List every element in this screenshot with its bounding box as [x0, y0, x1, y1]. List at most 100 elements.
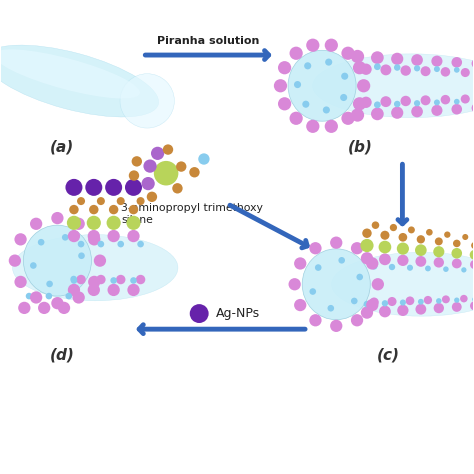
- Text: (d): (d): [50, 347, 74, 363]
- Circle shape: [109, 205, 118, 214]
- Circle shape: [360, 64, 372, 75]
- Circle shape: [366, 299, 378, 311]
- Circle shape: [127, 216, 141, 230]
- Circle shape: [330, 319, 342, 332]
- Circle shape: [290, 112, 303, 125]
- Circle shape: [77, 197, 85, 205]
- Circle shape: [88, 276, 100, 288]
- Circle shape: [87, 216, 101, 230]
- Circle shape: [341, 73, 348, 80]
- Circle shape: [97, 197, 105, 205]
- Circle shape: [411, 106, 423, 118]
- Circle shape: [401, 65, 411, 76]
- Circle shape: [394, 101, 401, 107]
- Text: Piranha solution: Piranha solution: [157, 36, 260, 46]
- Circle shape: [117, 197, 125, 205]
- Circle shape: [435, 237, 443, 246]
- Circle shape: [306, 120, 319, 133]
- Circle shape: [325, 59, 332, 65]
- Circle shape: [357, 79, 370, 92]
- Circle shape: [397, 255, 409, 266]
- Circle shape: [399, 233, 407, 242]
- Circle shape: [433, 246, 444, 257]
- Ellipse shape: [0, 49, 140, 99]
- Circle shape: [341, 112, 355, 125]
- Circle shape: [426, 229, 433, 236]
- Circle shape: [51, 212, 64, 224]
- Circle shape: [470, 301, 474, 310]
- Circle shape: [62, 234, 69, 241]
- Circle shape: [470, 260, 474, 269]
- Circle shape: [461, 68, 470, 77]
- Circle shape: [452, 258, 462, 268]
- Circle shape: [76, 275, 86, 284]
- Text: (b): (b): [347, 140, 372, 155]
- Circle shape: [51, 297, 64, 310]
- Circle shape: [420, 66, 430, 76]
- Text: Ag-NPs: Ag-NPs: [216, 307, 260, 320]
- Circle shape: [163, 145, 173, 155]
- Circle shape: [351, 50, 364, 63]
- Circle shape: [379, 306, 391, 318]
- Circle shape: [110, 277, 117, 284]
- Circle shape: [351, 109, 364, 122]
- Circle shape: [142, 177, 155, 190]
- Circle shape: [330, 237, 342, 249]
- Circle shape: [415, 244, 427, 256]
- Text: (a): (a): [50, 140, 74, 155]
- Circle shape: [461, 267, 466, 273]
- Circle shape: [132, 156, 142, 166]
- Circle shape: [451, 57, 462, 68]
- Circle shape: [147, 191, 157, 202]
- Circle shape: [364, 301, 370, 308]
- Circle shape: [88, 284, 100, 296]
- Circle shape: [431, 105, 442, 116]
- Circle shape: [105, 179, 122, 196]
- Circle shape: [406, 296, 414, 305]
- Circle shape: [436, 298, 442, 304]
- Circle shape: [315, 264, 321, 271]
- Circle shape: [70, 276, 77, 283]
- Circle shape: [353, 61, 366, 74]
- Circle shape: [379, 241, 391, 254]
- Circle shape: [91, 277, 97, 284]
- Circle shape: [351, 298, 357, 304]
- Circle shape: [68, 230, 80, 242]
- Circle shape: [470, 250, 474, 260]
- Circle shape: [9, 255, 21, 267]
- Circle shape: [424, 296, 432, 304]
- Circle shape: [128, 230, 140, 242]
- Circle shape: [353, 97, 366, 110]
- Circle shape: [351, 242, 363, 255]
- Circle shape: [425, 265, 431, 272]
- Circle shape: [454, 298, 459, 303]
- Ellipse shape: [288, 50, 356, 121]
- Circle shape: [129, 170, 139, 181]
- Circle shape: [414, 100, 420, 106]
- Ellipse shape: [23, 225, 91, 296]
- Text: 3-aminopropyl trimethoxy
silane: 3-aminopropyl trimethoxy silane: [121, 203, 263, 225]
- Circle shape: [414, 65, 420, 72]
- Circle shape: [304, 62, 311, 69]
- Circle shape: [30, 292, 42, 304]
- Circle shape: [154, 161, 178, 185]
- Circle shape: [290, 46, 303, 60]
- Circle shape: [371, 51, 384, 64]
- Circle shape: [128, 284, 140, 296]
- Circle shape: [369, 298, 379, 307]
- Circle shape: [351, 314, 363, 327]
- Circle shape: [354, 102, 361, 109]
- Circle shape: [420, 95, 430, 105]
- Circle shape: [198, 154, 210, 164]
- Circle shape: [116, 275, 126, 284]
- Circle shape: [341, 46, 355, 60]
- Circle shape: [96, 275, 106, 284]
- Circle shape: [461, 94, 470, 103]
- Circle shape: [452, 302, 462, 312]
- Circle shape: [366, 257, 378, 270]
- Circle shape: [294, 299, 306, 311]
- Circle shape: [390, 224, 397, 231]
- Circle shape: [471, 242, 474, 249]
- Circle shape: [38, 239, 45, 246]
- Circle shape: [441, 95, 450, 104]
